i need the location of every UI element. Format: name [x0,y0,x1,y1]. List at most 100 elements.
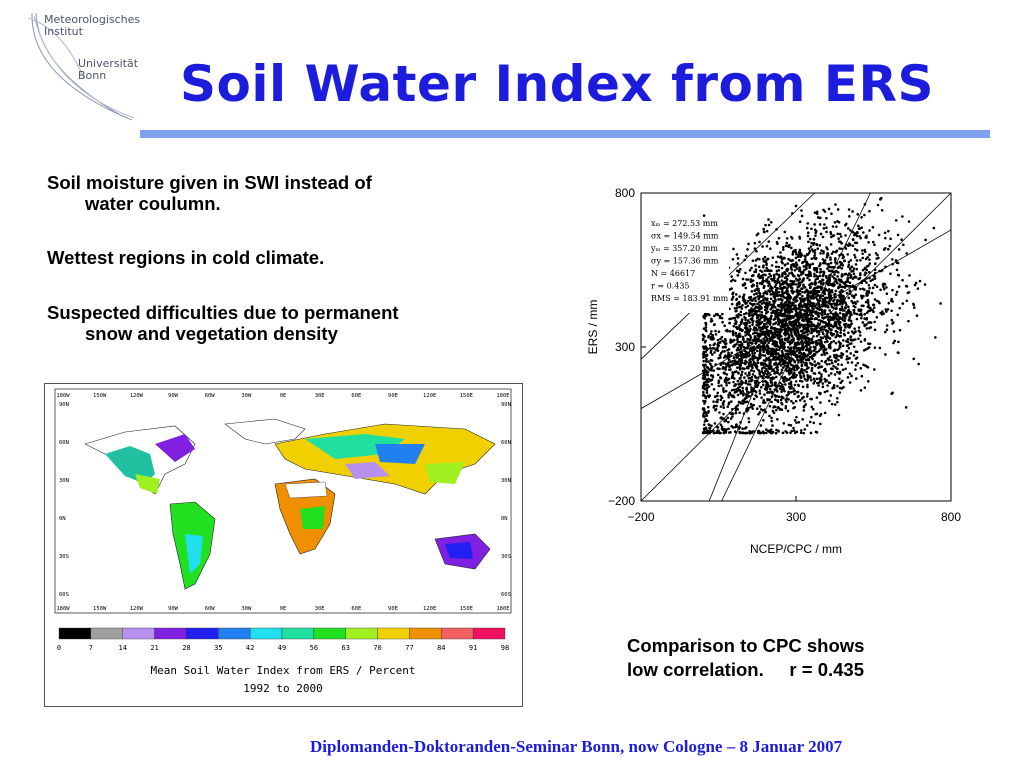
scatter-point [807,339,811,343]
scatter-point [873,346,877,349]
scatter-point [839,293,843,297]
scatter-point [771,256,775,259]
scatter-point [705,389,709,392]
scatter-point [728,391,732,395]
scatter-point [801,345,804,349]
scatter-point [826,252,829,256]
scatter-point [780,301,783,305]
scatter-point [738,295,741,298]
scatter-point [817,264,821,268]
scatter-point [906,291,910,295]
scatter-point [768,404,772,408]
scatter-point [819,401,822,404]
scatter-point [815,243,819,247]
scatter-point [799,431,803,435]
latitude-label: 0N [59,516,66,522]
scatter-point [763,305,767,309]
scatter-point [727,395,730,399]
scatter-point [834,250,838,254]
scatter-point [763,354,767,357]
scatter-point [783,276,787,280]
scatter-point [767,289,770,292]
scatter-point [792,264,796,267]
scatter-point [853,305,857,309]
scatter-point [703,335,706,338]
scatter-point [750,289,754,293]
scatter-point [770,400,773,404]
scatter-point [788,385,791,389]
colorbar-tick-labels: 0 7 14 21 28 35 42 49 56 63 70 77 84 91 98 [57,644,509,652]
scatter-point [704,395,707,399]
scatter-point [813,317,817,321]
colorbar-segment [218,627,251,640]
scatter-point [744,334,747,337]
scatter-point [806,392,809,396]
scatter-point [739,340,742,344]
scatter-point [854,364,858,367]
scatter-point [801,261,804,265]
scatter-point [836,384,839,388]
scatter-point [836,348,839,352]
scatter-point [751,323,754,327]
scatter-point [751,407,755,410]
scatter-point [785,241,789,245]
scatter-point [701,369,705,373]
scatter-point [778,313,782,317]
colorbar-tick-label: 0 [57,644,61,652]
scatter-point [748,377,752,380]
scatter-point [849,284,852,288]
scatter-point [882,287,886,291]
scatter-point [825,329,828,333]
colorbar-tick-label: 35 [214,644,222,652]
scatter-point [764,431,768,435]
scatter-point [754,270,758,274]
scatter-point [789,282,793,286]
scatter-point [738,332,741,336]
scatter-point [772,406,775,409]
scatter-point [764,359,767,363]
scatter-point [868,262,872,265]
scatter-point [767,303,771,306]
scatter-point [831,312,835,316]
scatter-point [710,383,714,386]
scatter-point [721,346,725,349]
scatter-point [843,309,846,312]
scatter-point [759,316,763,319]
scatter-point [898,306,901,310]
scatter-point [783,314,786,318]
scatter-point [779,297,782,301]
scatter-point [791,272,794,276]
scatter-point [720,425,724,429]
scatter-point [772,356,776,359]
scatter-point [704,345,708,348]
scatter-point [888,244,892,248]
scatter-point [722,361,725,365]
scatter-point [832,299,835,303]
scatter-point [829,230,832,234]
scatter-point [744,271,747,275]
scatter-point [833,221,837,224]
scatter-point [806,298,810,302]
scatter-point [847,260,851,264]
scatter-point [706,373,709,377]
scatter-point [767,351,770,354]
scatter-point [816,285,820,288]
scatter-point [790,429,794,433]
scatter-point [838,307,842,311]
scatter-point [766,364,769,368]
scatter-point [747,312,751,316]
scatter-point [780,395,784,399]
scatter-point [765,322,768,325]
scatter-point [778,358,781,361]
scatter-point [817,333,821,336]
scatter-point [859,272,862,275]
scatter-point [774,395,778,398]
scatter-point [757,297,760,301]
scatter-point [732,324,736,328]
scatter-point [771,383,774,387]
scatter-point [800,280,804,284]
scatter-point [757,287,760,291]
scatter-point [857,224,860,228]
scatter-point [839,326,843,329]
scatter-point [939,302,942,305]
